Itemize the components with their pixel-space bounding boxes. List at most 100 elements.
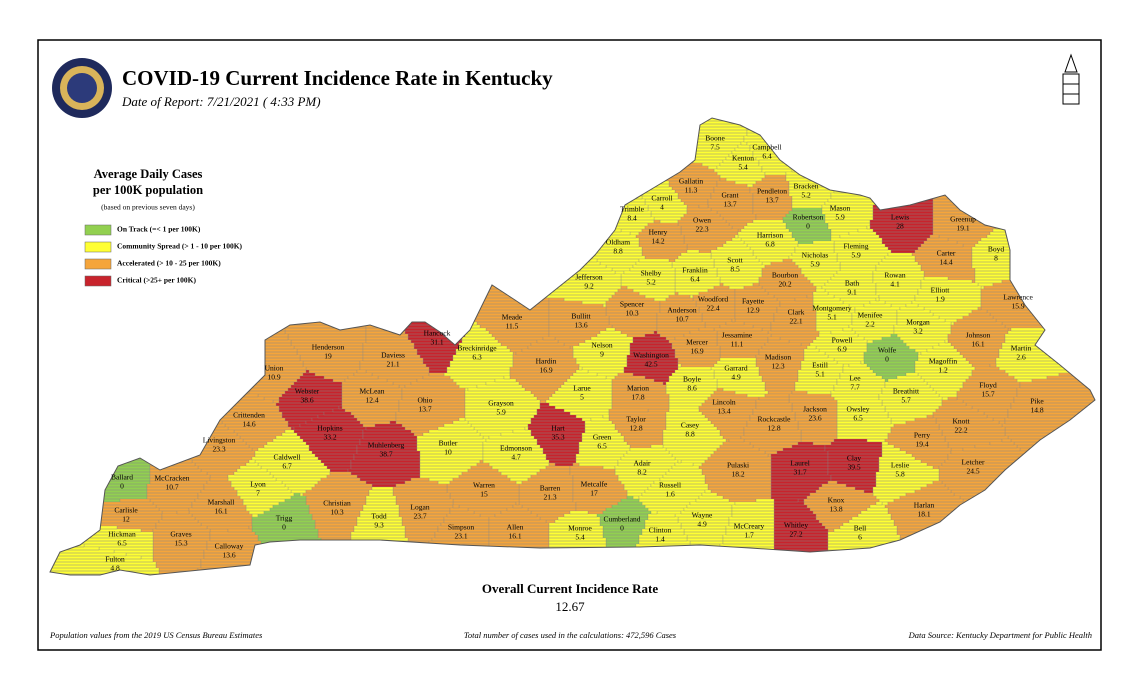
county-value: 33.2 bbox=[323, 433, 336, 442]
county-name: McCreary bbox=[734, 522, 765, 531]
county-name: Pendleton bbox=[757, 187, 787, 196]
county-value: 7 bbox=[256, 489, 260, 498]
county-value: 11.3 bbox=[685, 186, 698, 195]
county-name: McLean bbox=[360, 387, 385, 396]
county-value: 1.6 bbox=[665, 490, 675, 499]
county-value: 38.7 bbox=[379, 450, 392, 459]
county-name: Trigg bbox=[276, 514, 293, 523]
county-name: Ballard bbox=[111, 473, 133, 482]
county-value: 4.9 bbox=[731, 373, 741, 382]
footer-center: Total number of cases used in the calcul… bbox=[464, 630, 677, 640]
county-name: Lewis bbox=[891, 213, 909, 222]
county bbox=[482, 426, 550, 485]
county-value: 7.7 bbox=[850, 383, 860, 392]
county-name: Carroll bbox=[651, 194, 672, 203]
legend-swatch bbox=[84, 275, 112, 287]
county-name: Kenton bbox=[732, 154, 754, 163]
county-value: 5.1 bbox=[827, 313, 837, 322]
legend-title: per 100K population bbox=[93, 183, 203, 197]
county-value: 6.4 bbox=[762, 152, 772, 161]
county-value: 0 bbox=[885, 355, 889, 364]
county-name: Whitley bbox=[784, 521, 808, 530]
county-value: 6 bbox=[858, 533, 862, 542]
county-value: 23.7 bbox=[413, 512, 426, 521]
county-value: 9.2 bbox=[584, 282, 594, 291]
legend-label: On Track (=< 1 per 100K) bbox=[117, 225, 201, 234]
overall-value: 12.67 bbox=[555, 599, 585, 614]
county-name: Mason bbox=[830, 204, 851, 213]
county bbox=[50, 537, 163, 575]
county-value: 28 bbox=[896, 222, 904, 231]
county-name: Livingston bbox=[203, 436, 236, 445]
county-name: Hart bbox=[551, 424, 565, 433]
county-value: 6.5 bbox=[853, 414, 863, 423]
county-name: Harrison bbox=[757, 231, 783, 240]
county-name: Casey bbox=[681, 421, 700, 430]
county-value: 14.6 bbox=[242, 420, 255, 429]
county-value: 10.9 bbox=[267, 373, 280, 382]
county-value: 6.7 bbox=[282, 462, 292, 471]
county-name: Bracken bbox=[794, 182, 819, 191]
county-value: 1.7 bbox=[744, 531, 754, 540]
county-value: 8 bbox=[994, 254, 998, 263]
county-value: 2.6 bbox=[1016, 353, 1026, 362]
county-name: Crittenden bbox=[233, 411, 265, 420]
county-name: Knox bbox=[828, 496, 845, 505]
county bbox=[740, 393, 802, 458]
county-name: Hickman bbox=[108, 530, 136, 539]
county-name: Rockcastle bbox=[758, 415, 792, 424]
county-value: 6.3 bbox=[472, 353, 482, 362]
county-name: Grayson bbox=[488, 399, 514, 408]
county-name: Shelby bbox=[641, 269, 662, 278]
county-value: 20.2 bbox=[778, 280, 791, 289]
county-name: Menifee bbox=[858, 311, 884, 320]
county-value: 38.6 bbox=[300, 396, 313, 405]
county-name: Clay bbox=[847, 454, 861, 463]
county-name: Meade bbox=[502, 313, 523, 322]
county-name: Graves bbox=[170, 530, 191, 539]
county-value: 4.1 bbox=[890, 280, 900, 289]
county-name: Edmonson bbox=[500, 444, 532, 453]
county-name: Henry bbox=[649, 228, 668, 237]
county-name: Russell bbox=[659, 481, 681, 490]
county-name: Boyd bbox=[988, 245, 1005, 254]
county-name: Nelson bbox=[591, 341, 612, 350]
county-name: Owsley bbox=[847, 405, 870, 414]
county-value: 7.5 bbox=[710, 143, 720, 152]
county-name: Taylor bbox=[626, 415, 646, 424]
county-value: 21.3 bbox=[543, 493, 556, 502]
county-value: 4 bbox=[660, 203, 664, 212]
county-value: 17 bbox=[590, 489, 598, 498]
county-value: 22.3 bbox=[695, 225, 708, 234]
county-name: Gallatin bbox=[679, 177, 703, 186]
county-value: 22.2 bbox=[954, 426, 967, 435]
county-value: 5.2 bbox=[801, 191, 811, 200]
county-value: 8.6 bbox=[687, 384, 697, 393]
county-value: 9.1 bbox=[847, 288, 857, 297]
legend: Average Daily Cases per 100K population (b… bbox=[84, 167, 243, 287]
county-name: Muhlenberg bbox=[368, 441, 405, 450]
county-name: Oldham bbox=[606, 238, 630, 247]
county-name: Bell bbox=[854, 524, 867, 533]
county-name: Boone bbox=[705, 134, 725, 143]
county-value: 31.1 bbox=[430, 338, 443, 347]
county-name: Pulaski bbox=[727, 461, 749, 470]
legend-label: Community Spread (> 1 - 10 per 100K) bbox=[117, 242, 243, 251]
county-name: Ohio bbox=[418, 396, 433, 405]
county-name: Breathitt bbox=[893, 387, 920, 396]
county-value: 11.1 bbox=[731, 340, 744, 349]
county-labels: Boone7.5Kenton5.4Campbell6.4Gallatin11.3… bbox=[105, 134, 1044, 573]
county-name: Perry bbox=[914, 431, 930, 440]
county-value: 6.4 bbox=[690, 275, 700, 284]
county-name: Green bbox=[593, 433, 612, 442]
county-name: Fulton bbox=[105, 555, 125, 564]
county-value: 27.2 bbox=[789, 530, 802, 539]
county bbox=[668, 327, 721, 368]
county-value: 16.9 bbox=[690, 347, 703, 356]
county-name: Morgan bbox=[906, 318, 930, 327]
county-value: 6.5 bbox=[117, 539, 127, 548]
county-name: Pike bbox=[1030, 397, 1044, 406]
county-name: Bourbon bbox=[772, 271, 799, 280]
county-name: Leslie bbox=[891, 461, 910, 470]
county-name: Metcalfe bbox=[581, 480, 608, 489]
